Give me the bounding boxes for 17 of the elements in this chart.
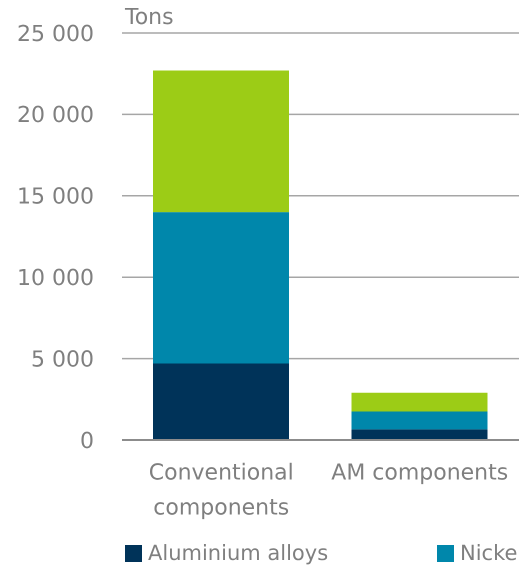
- bar: [352, 412, 488, 430]
- legend-label: Aluminium alloys: [148, 541, 328, 565]
- bar: [352, 392, 488, 412]
- bar: [352, 429, 488, 440]
- y-tick-label: 5 000: [31, 347, 94, 372]
- x-tick-label: Conventional components: [148, 460, 294, 521]
- y-axis-title: Tons: [125, 5, 174, 31]
- y-tick-label: 20 000: [17, 103, 94, 128]
- bar: [153, 363, 289, 440]
- y-tick-label: 0: [80, 428, 94, 454]
- bar: [153, 70, 289, 212]
- y-tick-label: 10 000: [17, 266, 94, 292]
- y-tick-label: 15 000: [17, 184, 94, 210]
- legend-label: Nicke: [460, 541, 518, 565]
- x-tick-label: AM components: [331, 460, 508, 486]
- y-tick-label: 25 000: [17, 22, 94, 47]
- bar: [153, 212, 289, 364]
